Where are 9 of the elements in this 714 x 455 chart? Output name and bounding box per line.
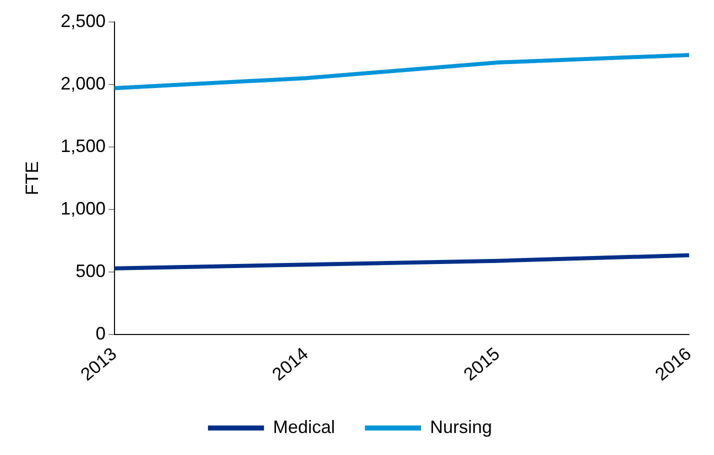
y-tick-label: 0 — [96, 324, 106, 344]
y-tick-label: 2,000 — [60, 73, 106, 94]
legend-label: Nursing — [430, 416, 492, 437]
y-tick-label: 1,000 — [60, 198, 106, 219]
y-tick-label: 500 — [76, 261, 106, 282]
y-axis-title: FTE — [22, 161, 42, 196]
y-tick-label: 2,500 — [60, 10, 106, 31]
y-tick-label: 1,500 — [60, 136, 106, 156]
legend-label: Medical — [272, 416, 336, 437]
